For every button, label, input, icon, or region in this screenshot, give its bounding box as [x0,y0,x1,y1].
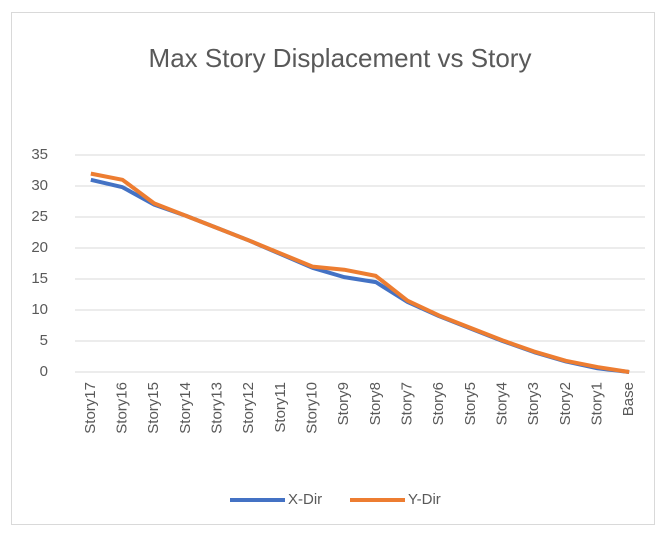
x-tick-label: Story10 [303,382,320,434]
y-tick-label: 0 [40,363,48,380]
x-tick-label: Story9 [335,382,352,425]
legend-label: Y-Dir [408,491,441,508]
x-tick-label: Base [620,382,637,416]
y-tick-label: 10 [31,301,48,318]
x-tick-label: Story12 [240,382,257,434]
y-tick-label: 25 [31,208,48,225]
x-tick-label: Story2 [557,382,574,425]
x-tick-label: Story1 [588,382,605,425]
x-tick-label: Story17 [82,382,99,434]
x-tick-label: Story16 [113,382,130,434]
x-tick-label: Story6 [430,382,447,425]
x-tick-label: Story13 [208,382,225,434]
x-tick-label: Story5 [462,382,479,425]
x-tick-label: Story4 [493,382,510,425]
x-tick-label: Story11 [272,382,289,433]
x-tick-label: Story15 [145,382,162,434]
chart-title: Max Story Displacement vs Story [149,43,532,73]
x-tick-label: Story14 [177,382,194,434]
legend-label: X-Dir [288,491,322,508]
y-tick-label: 35 [31,146,48,163]
y-tick-label: 30 [31,177,48,194]
y-tick-label: 5 [40,332,48,349]
data-line [90,171,630,374]
x-tick-label: Story3 [525,382,542,425]
x-tick-label: Story7 [398,382,415,425]
x-tick-label: Story8 [367,382,384,425]
y-tick-label: 20 [31,239,48,256]
y-tick-label: 15 [31,270,48,287]
